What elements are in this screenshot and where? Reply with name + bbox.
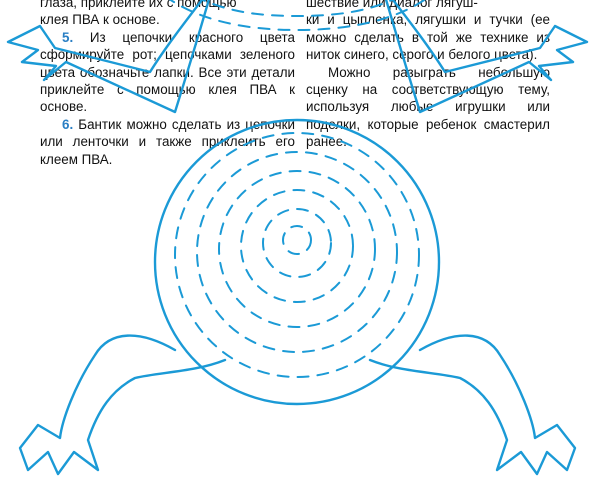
spiral-ring-3: [218, 170, 376, 328]
step-5-text: Из цепочки красного цвета сформируйте ро…: [40, 29, 295, 115]
left-front-leg: [6, 0, 211, 114]
spiral-ring-2: [196, 151, 398, 353]
step-6: 6. Бантик можно сделать из цепочки или л…: [40, 116, 295, 168]
right-front-leg: [384, 0, 589, 114]
spiral-ring-6: [282, 225, 312, 255]
step-5-number: 5.: [62, 29, 74, 45]
step-6-number: 6.: [62, 116, 74, 132]
head-dashed-arc-2: [200, 0, 395, 18]
left-line-top: глаза, приклейте их с помощью: [40, 0, 237, 10]
step-6-text: Бантик можно сделать из цепочки или лент…: [40, 116, 295, 167]
step-5: 5. Из цепочки красного цвета сформируйте…: [40, 29, 295, 116]
left-text-column: глаза, приклейте их с помощью клея ПВА к…: [40, 0, 295, 168]
right-line-top: шествие или диалог лягуш-: [306, 0, 478, 10]
spiral-ring-5: [262, 208, 332, 278]
head-dashed-arc-1: [169, 0, 426, 32]
body-dashed-spiral: [169, 0, 426, 378]
right-para-2: Можно разыграть небольшую сценку на соот…: [306, 64, 550, 150]
left-line-top-end: клея ПВА к основе.: [40, 12, 160, 28]
spiral-ring-4: [240, 189, 354, 303]
body-outline: [153, 118, 441, 406]
left-hind-leg: [18, 334, 227, 476]
spiral-ring-1: [174, 132, 420, 378]
right-hind-leg: [368, 334, 577, 476]
